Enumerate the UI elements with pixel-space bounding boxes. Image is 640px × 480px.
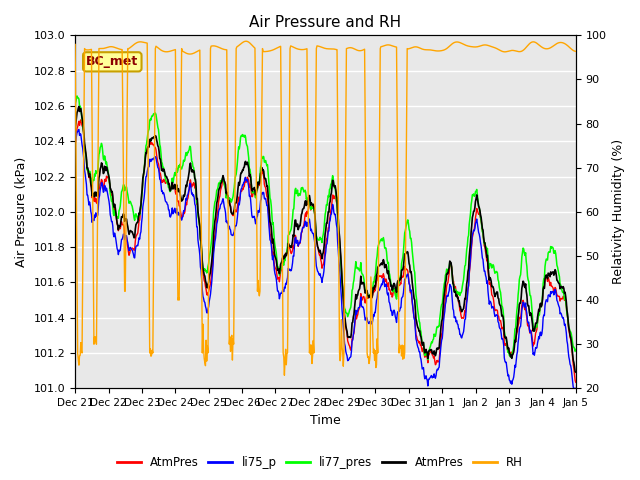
Title: Air Pressure and RH: Air Pressure and RH — [250, 15, 401, 30]
Legend: AtmPres, li75_p, li77_pres, AtmPres, RH: AtmPres, li75_p, li77_pres, AtmPres, RH — [112, 452, 528, 474]
Y-axis label: Relativity Humidity (%): Relativity Humidity (%) — [612, 139, 625, 284]
Y-axis label: Air Pressure (kPa): Air Pressure (kPa) — [15, 156, 28, 267]
X-axis label: Time: Time — [310, 414, 341, 427]
Text: BC_met: BC_met — [86, 55, 138, 68]
